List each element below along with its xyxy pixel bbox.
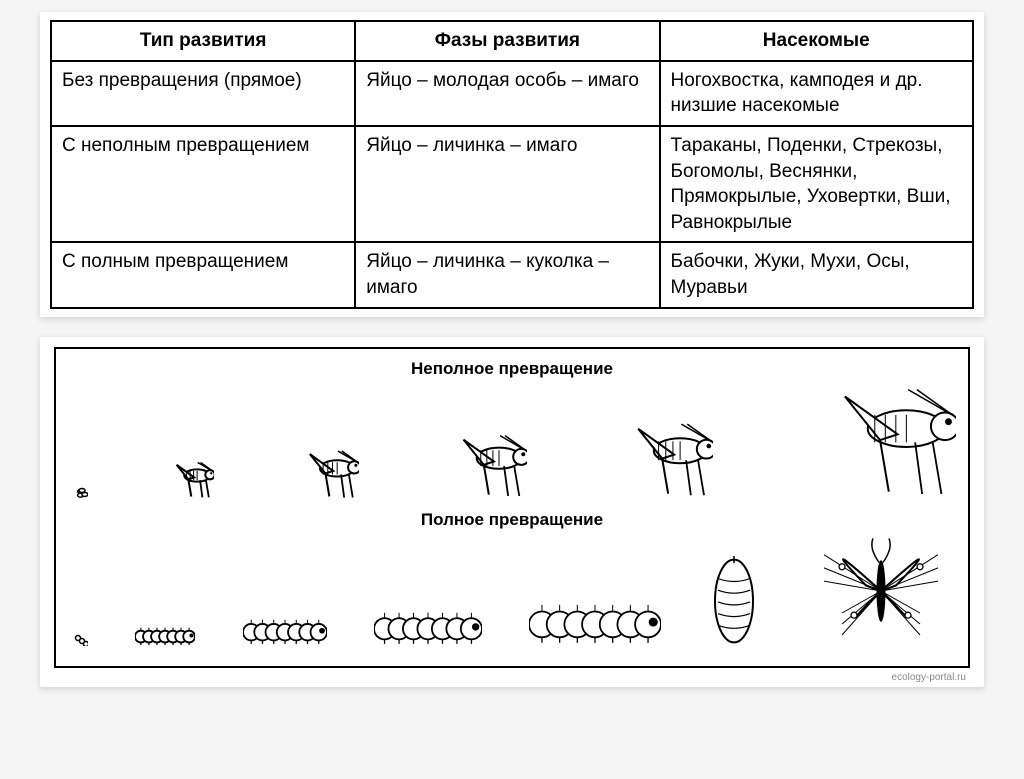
cell: Яйцо – молодая особь – имаго (355, 61, 659, 126)
caterpillar-stage (135, 625, 195, 646)
incomplete-row (68, 385, 956, 500)
cell: Яйцо – личинка – имаго (355, 126, 659, 243)
cell: Без превращения (прямое) (51, 61, 355, 126)
incomplete-title: Неполное превращение (68, 359, 956, 379)
diagram-card: Неполное превращение Полное превращение … (40, 337, 984, 687)
caterpillar-stage (243, 616, 327, 645)
eggs-icon (68, 626, 88, 646)
cell: Бабочки, Жуки, Мухи, Осы, Муравьи (660, 242, 974, 307)
eggs2-stage (68, 626, 88, 646)
complete-row (68, 536, 956, 646)
grasshopper-stage (594, 421, 714, 499)
caterpillar-stage (374, 608, 482, 646)
complete-title: Полное превращение (68, 510, 956, 530)
table-row: Без превращения (прямое) Яйцо – молодая … (51, 61, 973, 126)
eggs-icon (68, 482, 88, 500)
caterpillar-stage (529, 599, 661, 645)
grasshopper-stage (780, 385, 956, 500)
eggs-stage (68, 482, 88, 500)
butterfly-stage (806, 536, 956, 646)
caterpillar-icon (243, 616, 327, 645)
caterpillar-icon (529, 599, 661, 645)
grasshopper-icon (155, 461, 214, 499)
cell: Тараканы, Поденки, Стрекозы, Богомолы, В… (660, 126, 974, 243)
caterpillar-icon (135, 625, 195, 646)
col-header: Насекомые (660, 21, 974, 61)
table-card: Тип развития Фазы развития Насекомые Без… (40, 12, 984, 317)
col-header: Тип развития (51, 21, 355, 61)
pupa-icon (709, 556, 759, 646)
grasshopper-stage (281, 449, 359, 500)
cell: Яйцо – личинка – куколка – имаго (355, 242, 659, 307)
grasshopper-stage (155, 461, 214, 499)
table-row: С неполным превращением Яйцо – личинка –… (51, 126, 973, 243)
cell: Ногохвостка, камподея и др. низшие насек… (660, 61, 974, 126)
grasshopper-icon (594, 421, 714, 499)
grasshopper-icon (281, 449, 359, 500)
dev-table: Тип развития Фазы развития Насекомые Без… (50, 20, 974, 309)
grasshopper-stage (426, 433, 527, 499)
cell: С неполным превращением (51, 126, 355, 243)
table-row: С полным превращением Яйцо – личинка – к… (51, 242, 973, 307)
diagram-box: Неполное превращение Полное превращение (54, 347, 970, 668)
pupa-stage (709, 556, 759, 646)
cell: С полным превращением (51, 242, 355, 307)
grasshopper-icon (780, 385, 956, 500)
grasshopper-icon (426, 433, 527, 499)
caterpillar-icon (374, 608, 482, 646)
butterfly-icon (806, 536, 956, 646)
credit-text: ecology-portal.ru (54, 672, 970, 683)
col-header: Фазы развития (355, 21, 659, 61)
